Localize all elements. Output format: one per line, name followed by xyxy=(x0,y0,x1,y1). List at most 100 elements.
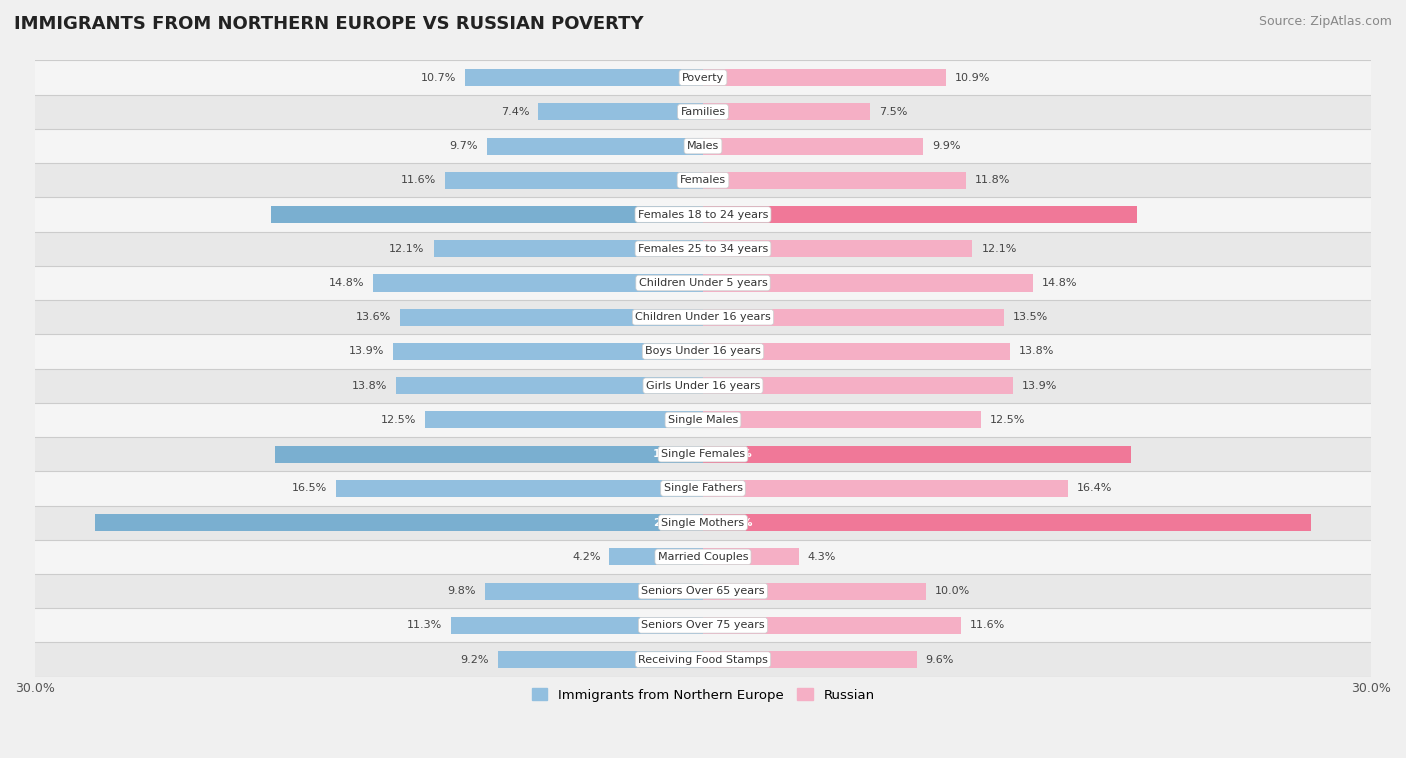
Text: Single Fathers: Single Fathers xyxy=(664,484,742,493)
Text: Females 18 to 24 years: Females 18 to 24 years xyxy=(638,209,768,220)
Text: 9.7%: 9.7% xyxy=(450,141,478,151)
Bar xyxy=(35,506,1371,540)
Bar xyxy=(703,446,1130,462)
Text: Families: Families xyxy=(681,107,725,117)
Text: Boys Under 16 years: Boys Under 16 years xyxy=(645,346,761,356)
Text: Single Males: Single Males xyxy=(668,415,738,425)
Bar xyxy=(336,480,703,497)
Text: Receiving Food Stamps: Receiving Food Stamps xyxy=(638,655,768,665)
Bar xyxy=(35,163,1371,197)
Bar xyxy=(485,583,703,600)
Bar xyxy=(35,402,1371,437)
Text: 9.2%: 9.2% xyxy=(461,655,489,665)
Text: 7.4%: 7.4% xyxy=(501,107,529,117)
Text: Single Mothers: Single Mothers xyxy=(661,518,745,528)
Text: Seniors Over 75 years: Seniors Over 75 years xyxy=(641,620,765,631)
Bar xyxy=(498,651,703,668)
Bar xyxy=(703,137,924,155)
Text: 13.8%: 13.8% xyxy=(352,381,387,390)
Text: Girls Under 16 years: Girls Under 16 years xyxy=(645,381,761,390)
Bar xyxy=(35,61,1371,95)
Bar xyxy=(35,300,1371,334)
Text: 19.5%: 19.5% xyxy=(714,209,752,220)
Bar xyxy=(465,69,703,86)
Text: 12.5%: 12.5% xyxy=(990,415,1025,425)
Bar xyxy=(35,471,1371,506)
Text: 27.3%: 27.3% xyxy=(654,518,692,528)
Text: 11.3%: 11.3% xyxy=(408,620,443,631)
Text: Females: Females xyxy=(681,175,725,185)
Text: 11.6%: 11.6% xyxy=(401,175,436,185)
Bar xyxy=(35,334,1371,368)
Text: 9.8%: 9.8% xyxy=(447,586,475,596)
Bar xyxy=(395,377,703,394)
Text: 11.8%: 11.8% xyxy=(974,175,1010,185)
Text: 16.4%: 16.4% xyxy=(1077,484,1112,493)
Text: 14.8%: 14.8% xyxy=(1042,278,1077,288)
Text: 16.5%: 16.5% xyxy=(291,484,326,493)
Bar xyxy=(35,266,1371,300)
Text: Children Under 5 years: Children Under 5 years xyxy=(638,278,768,288)
Bar xyxy=(703,514,1310,531)
Bar xyxy=(703,206,1137,223)
Text: 13.9%: 13.9% xyxy=(1021,381,1057,390)
Bar xyxy=(35,95,1371,129)
Bar xyxy=(703,617,962,634)
Bar xyxy=(444,172,703,189)
Bar xyxy=(703,412,981,428)
Bar xyxy=(538,103,703,121)
Text: 13.6%: 13.6% xyxy=(356,312,391,322)
Bar xyxy=(35,608,1371,643)
Bar xyxy=(703,274,1032,292)
Bar xyxy=(35,574,1371,608)
Bar xyxy=(271,206,703,223)
Bar xyxy=(703,240,973,257)
Text: 12.1%: 12.1% xyxy=(981,244,1017,254)
Bar xyxy=(401,309,703,326)
Bar xyxy=(276,446,703,462)
Bar xyxy=(35,643,1371,677)
Bar xyxy=(425,412,703,428)
Text: 13.9%: 13.9% xyxy=(349,346,385,356)
Text: 4.3%: 4.3% xyxy=(807,552,837,562)
Text: 27.3%: 27.3% xyxy=(714,518,752,528)
Legend: Immigrants from Northern Europe, Russian: Immigrants from Northern Europe, Russian xyxy=(526,683,880,707)
Text: Children Under 16 years: Children Under 16 years xyxy=(636,312,770,322)
Bar xyxy=(486,137,703,155)
Text: 13.5%: 13.5% xyxy=(1012,312,1047,322)
Bar xyxy=(703,548,799,565)
Bar xyxy=(703,172,966,189)
Bar xyxy=(703,69,946,86)
Bar xyxy=(703,480,1069,497)
Bar xyxy=(374,274,703,292)
Bar xyxy=(35,437,1371,471)
Text: Poverty: Poverty xyxy=(682,73,724,83)
Bar xyxy=(703,309,1004,326)
Text: 19.4%: 19.4% xyxy=(652,209,692,220)
Text: IMMIGRANTS FROM NORTHERN EUROPE VS RUSSIAN POVERTY: IMMIGRANTS FROM NORTHERN EUROPE VS RUSSI… xyxy=(14,15,644,33)
Text: Married Couples: Married Couples xyxy=(658,552,748,562)
Text: 12.5%: 12.5% xyxy=(381,415,416,425)
Text: 11.6%: 11.6% xyxy=(970,620,1005,631)
Text: Females 25 to 34 years: Females 25 to 34 years xyxy=(638,244,768,254)
Text: 19.2%: 19.2% xyxy=(714,449,752,459)
Bar xyxy=(703,583,925,600)
Bar xyxy=(394,343,703,360)
Text: 10.7%: 10.7% xyxy=(420,73,456,83)
Bar xyxy=(609,548,703,565)
Text: 9.9%: 9.9% xyxy=(932,141,960,151)
Bar xyxy=(35,197,1371,232)
Text: 14.8%: 14.8% xyxy=(329,278,364,288)
Text: 9.6%: 9.6% xyxy=(925,655,955,665)
Bar xyxy=(703,377,1012,394)
Bar xyxy=(703,103,870,121)
Text: 4.2%: 4.2% xyxy=(572,552,600,562)
Bar xyxy=(35,368,1371,402)
Bar xyxy=(35,232,1371,266)
Bar xyxy=(35,129,1371,163)
Text: Males: Males xyxy=(688,141,718,151)
Bar xyxy=(433,240,703,257)
Text: 10.9%: 10.9% xyxy=(955,73,990,83)
Bar xyxy=(96,514,703,531)
Text: 12.1%: 12.1% xyxy=(389,244,425,254)
